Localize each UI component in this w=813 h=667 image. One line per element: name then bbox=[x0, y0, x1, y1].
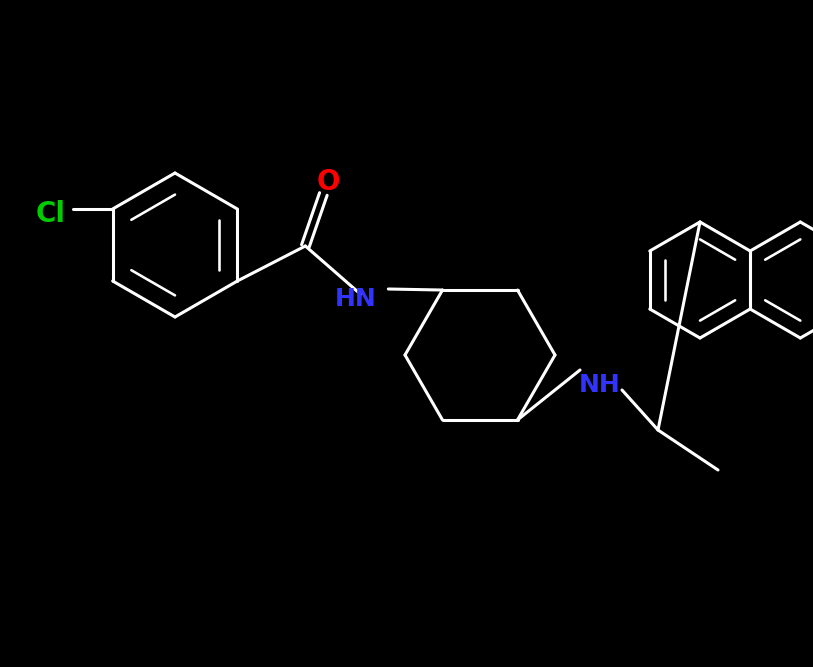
Text: NH: NH bbox=[579, 373, 621, 397]
Text: O: O bbox=[316, 168, 340, 196]
Text: Cl: Cl bbox=[36, 200, 66, 228]
Text: HN: HN bbox=[334, 287, 376, 311]
